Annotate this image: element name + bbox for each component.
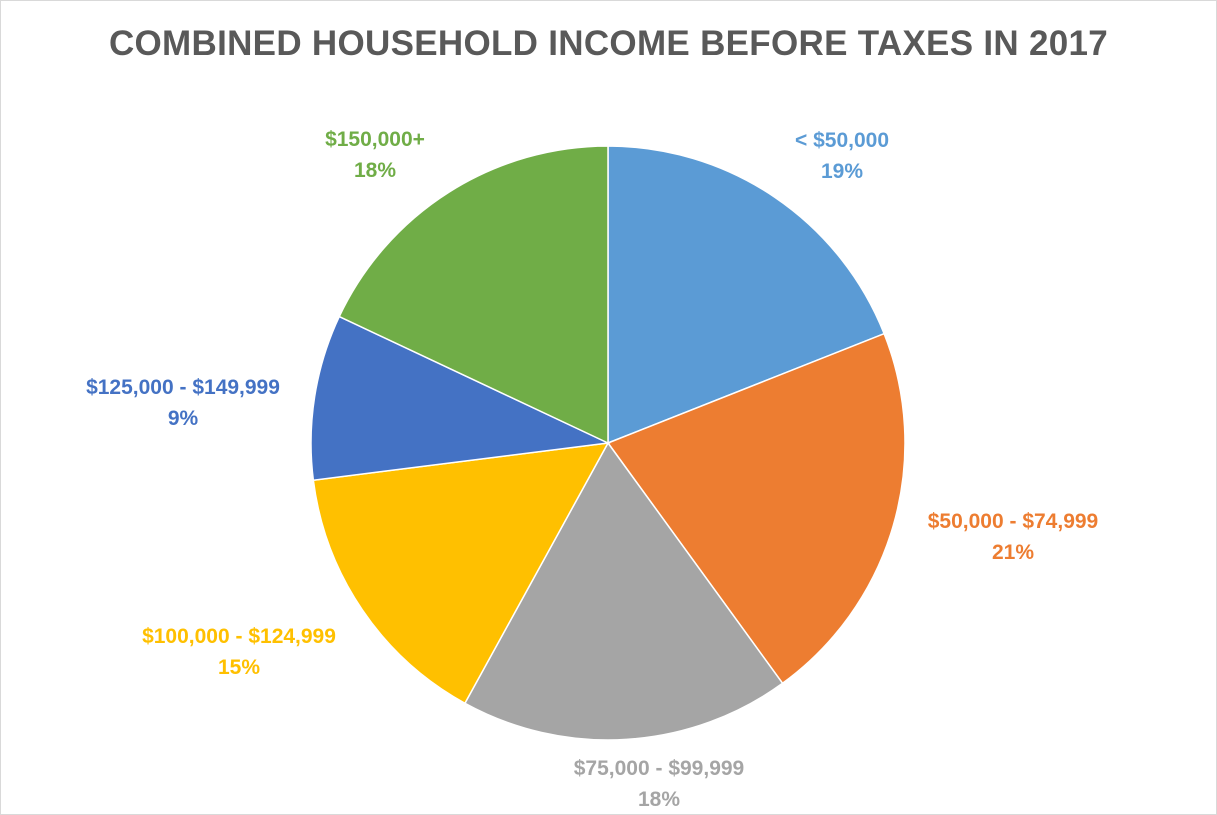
data-label-category: $100,000 - $124,999 <box>142 625 336 648</box>
data-label-category: $50,000 - $74,999 <box>928 510 1098 533</box>
data-label-category: $75,000 - $99,999 <box>574 757 744 780</box>
pie-slice-50-000-74-999 <box>606 332 906 685</box>
pie-slice-100-000-124-999 <box>312 442 610 705</box>
data-label-percent: 18% <box>638 788 680 811</box>
data-label-category: $125,000 - $149,999 <box>86 376 280 399</box>
data-label-category: $150,000+ <box>325 128 425 151</box>
pie-slice-50-000 <box>607 145 886 445</box>
data-label-category: < $50,000 <box>795 129 889 152</box>
pie-slice-150-000 <box>338 145 609 445</box>
pie-slice-75-000-99-999 <box>463 441 784 741</box>
data-label-percent: 9% <box>168 407 199 430</box>
pie-slices <box>310 145 906 741</box>
pie-slice-125-000-149-999 <box>310 315 611 482</box>
data-label-percent: 15% <box>218 656 260 679</box>
data-label-percent: 19% <box>821 160 863 183</box>
data-label-percent: 18% <box>354 159 396 182</box>
chart-title: COMBINED HOUSEHOLD INCOME BEFORE TAXES I… <box>108 24 1109 63</box>
pie-data-labels: < $50,000 19% $50,000 - $74,999 21% $75,000 … <box>86 128 1098 811</box>
data-label-percent: 21% <box>992 541 1034 564</box>
